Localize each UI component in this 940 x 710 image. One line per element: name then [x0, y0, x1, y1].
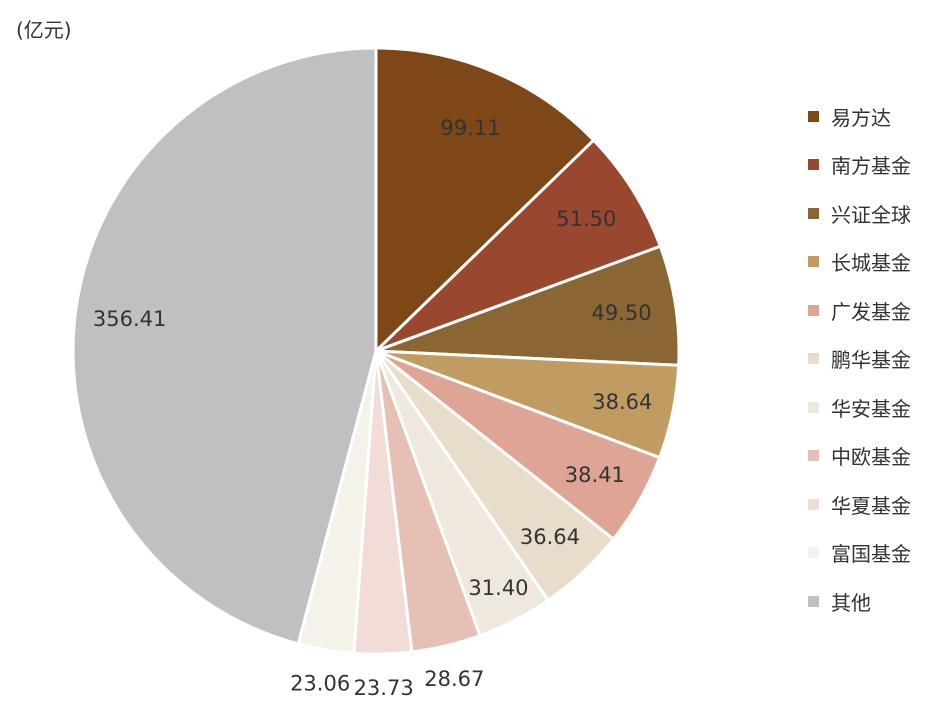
legend-item: 华安基金 — [808, 383, 911, 432]
legend-label: 中欧基金 — [831, 445, 911, 470]
legend-label: 兴证全球 — [831, 202, 911, 227]
legend-label: 鹏华基金 — [831, 348, 911, 373]
legend-swatch — [808, 353, 819, 365]
legend-label: 南方基金 — [831, 154, 911, 179]
data-label-6: 36.64 — [520, 525, 580, 549]
legend-swatch — [808, 450, 819, 462]
legend-swatch — [808, 159, 819, 171]
pie-slice-3 — [375, 244, 681, 367]
data-label-5: 38.41 — [565, 463, 625, 487]
legend-swatch — [808, 498, 819, 510]
legend-item: 南方基金 — [808, 141, 911, 190]
legend-label: 易方达 — [831, 105, 891, 130]
pie-slice-11 — [71, 46, 378, 646]
legend-item: 鹏华基金 — [808, 335, 911, 384]
data-label-8: 28.67 — [424, 667, 484, 691]
pie-slice-2 — [374, 138, 663, 353]
legend-swatch — [808, 207, 819, 219]
legend: 易方达南方基金兴证全球长城基金广发基金鹏华基金华安基金中欧基金华夏基金富国基金其… — [808, 92, 911, 626]
legend-label: 其他 — [831, 590, 871, 615]
legend-item: 易方达 — [808, 92, 911, 141]
data-label-2: 51.50 — [556, 207, 616, 231]
legend-item: 其他 — [808, 577, 911, 626]
legend-swatch — [808, 401, 819, 413]
data-label-7: 31.40 — [468, 576, 528, 600]
legend-item: 广发基金 — [808, 286, 911, 335]
legend-swatch — [808, 595, 819, 607]
pie-slices — [71, 46, 681, 656]
data-label-1: 99.11 — [440, 116, 500, 140]
legend-item: 富国基金 — [808, 529, 911, 578]
legend-label: 长城基金 — [831, 251, 911, 276]
data-label-4: 38.64 — [592, 390, 652, 414]
pie-slice-1 — [374, 46, 596, 355]
legend-label: 华安基金 — [831, 396, 911, 421]
unit-label: (亿元) — [16, 18, 72, 42]
data-label-9: 23.73 — [354, 676, 414, 700]
pie-chart: 99.11 51.50 49.50 38.64 38.41 36.64 31.40 28.67… — [71, 46, 681, 700]
legend-item: 长城基金 — [808, 238, 911, 287]
legend-swatch — [808, 547, 819, 559]
legend-item: 兴证全球 — [808, 189, 911, 238]
legend-swatch — [808, 304, 819, 316]
legend-swatch — [808, 256, 819, 268]
pie-value-labels: 99.11 51.50 49.50 38.64 38.41 36.64 31.40 28.67… — [93, 116, 652, 700]
legend-item: 中欧基金 — [808, 432, 911, 481]
legend-label: 富国基金 — [831, 542, 911, 567]
legend-swatch — [808, 110, 819, 122]
legend-item: 华夏基金 — [808, 480, 911, 529]
legend-label: 广发基金 — [831, 299, 911, 324]
data-label-11: 356.41 — [93, 307, 166, 331]
data-label-10: 23.06 — [290, 671, 350, 695]
data-label-3: 49.50 — [591, 301, 651, 325]
legend-label: 华夏基金 — [831, 493, 911, 518]
